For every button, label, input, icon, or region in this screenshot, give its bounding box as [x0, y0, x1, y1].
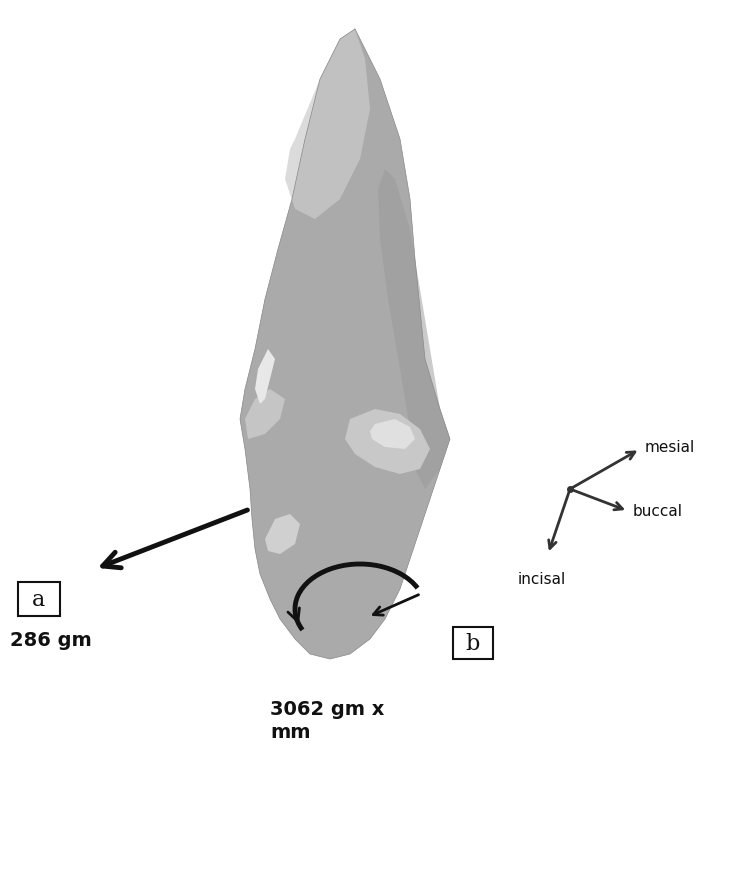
Polygon shape: [378, 169, 450, 489]
Text: buccal: buccal: [633, 504, 683, 519]
Text: a: a: [32, 588, 46, 610]
FancyBboxPatch shape: [18, 582, 60, 616]
Polygon shape: [265, 515, 300, 554]
Text: mesial: mesial: [645, 440, 695, 455]
Polygon shape: [255, 349, 275, 405]
Text: b: b: [466, 632, 480, 654]
Text: 3062 gm x
mm: 3062 gm x mm: [270, 699, 384, 742]
Polygon shape: [345, 409, 430, 474]
Polygon shape: [285, 30, 370, 220]
Polygon shape: [245, 390, 285, 440]
Polygon shape: [240, 30, 450, 659]
Text: incisal: incisal: [518, 572, 566, 587]
Text: 286 gm: 286 gm: [10, 630, 92, 649]
FancyBboxPatch shape: [453, 627, 493, 659]
Polygon shape: [370, 420, 415, 450]
